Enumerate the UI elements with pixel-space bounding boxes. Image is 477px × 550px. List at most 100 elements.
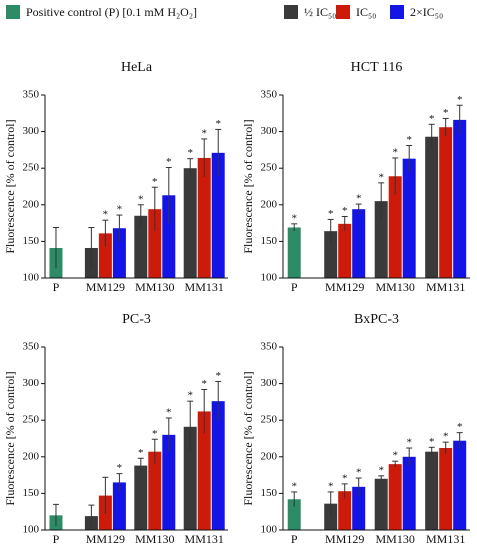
significance-star: * — [152, 176, 158, 188]
bar — [148, 209, 162, 278]
bar — [134, 215, 148, 278]
y-tick-label: 350 — [23, 89, 40, 101]
bar — [425, 136, 439, 278]
bar — [352, 209, 366, 278]
bar — [197, 411, 211, 530]
x-tick-label: P — [53, 532, 60, 546]
x-tick-label: P — [53, 280, 60, 294]
bar — [402, 456, 416, 530]
x-tick-label: MM129 — [325, 280, 364, 294]
y-tick-label: 200 — [23, 198, 40, 210]
significance-star: * — [187, 147, 193, 159]
significance-star: * — [342, 472, 348, 484]
significance-star: * — [215, 118, 221, 130]
y-tick-label: 350 — [23, 341, 40, 353]
significance-star: * — [291, 480, 297, 492]
significance-star: * — [457, 421, 463, 433]
significance-star: * — [378, 171, 384, 183]
chart-title: BxPC-3 — [354, 312, 399, 327]
significance-star: * — [378, 464, 384, 476]
significance-star: * — [103, 209, 109, 221]
significance-star: * — [138, 193, 144, 205]
x-tick-label: P — [291, 280, 298, 294]
y-tick-label: 250 — [23, 162, 40, 174]
bar — [439, 448, 453, 530]
x-tick-label: MM130 — [135, 532, 174, 546]
y-tick-label: 150 — [23, 235, 40, 247]
significance-star: * — [342, 205, 348, 217]
x-tick-label: MM131 — [185, 280, 224, 294]
bar — [211, 152, 225, 278]
y-tick-label: 300 — [261, 125, 278, 137]
bar — [98, 233, 112, 278]
x-tick-label: MM129 — [86, 280, 125, 294]
y-tick-label: 300 — [261, 377, 278, 389]
x-tick-label: MM130 — [376, 280, 415, 294]
y-tick-label: 200 — [261, 450, 278, 462]
bar — [338, 491, 352, 530]
y-tick-label: 200 — [23, 450, 40, 462]
x-tick-label: MM131 — [185, 532, 224, 546]
legend-label: Positive control (P) [0.1 mM H₂O₂] — [26, 5, 197, 19]
y-tick-label: 150 — [261, 235, 278, 247]
legend-label: IC₅₀ — [356, 5, 376, 19]
significance-star: * — [429, 113, 435, 125]
bar — [439, 127, 453, 278]
x-tick-label: MM131 — [426, 532, 465, 546]
bar — [338, 223, 352, 278]
bar — [183, 426, 197, 530]
significance-star: * — [187, 390, 193, 402]
y-tick-label: 150 — [261, 487, 278, 499]
bar — [287, 227, 301, 278]
bar — [352, 486, 366, 530]
significance-star: * — [356, 193, 362, 205]
chart-title: HeLa — [121, 60, 153, 75]
y-tick-label: 250 — [23, 414, 40, 426]
bar — [162, 195, 176, 278]
y-tick-label: 250 — [261, 414, 278, 426]
significance-star: * — [117, 462, 123, 474]
bar — [402, 158, 416, 278]
y-axis-label: Fluorescence [% of control] — [3, 119, 17, 253]
y-tick-label: 100 — [261, 272, 278, 284]
x-tick-label: MM130 — [135, 280, 174, 294]
bar — [425, 451, 439, 530]
significance-star: * — [429, 436, 435, 448]
significance-star: * — [328, 208, 334, 220]
y-tick-label: 100 — [261, 524, 278, 536]
bar — [211, 401, 225, 530]
bar — [374, 201, 388, 278]
x-tick-label: MM131 — [426, 280, 465, 294]
significance-star: * — [166, 156, 172, 168]
y-tick-label: 350 — [261, 89, 278, 101]
y-axis-label: Fluorescence [% of control] — [3, 371, 17, 505]
legend-swatch — [390, 5, 404, 19]
significance-star: * — [392, 146, 398, 158]
bar — [197, 157, 211, 278]
bar — [287, 499, 301, 530]
bar — [324, 503, 338, 530]
significance-star: * — [201, 127, 207, 139]
significance-star: * — [443, 107, 449, 119]
x-tick-label: MM129 — [86, 532, 125, 546]
bar — [112, 228, 126, 278]
bar — [148, 451, 162, 530]
significance-star: * — [152, 428, 158, 440]
chart-title: PC-3 — [122, 312, 151, 327]
y-tick-label: 250 — [261, 162, 278, 174]
significance-star: * — [201, 378, 207, 390]
y-axis-label: Fluorescence [% of control] — [241, 371, 255, 505]
significance-star: * — [215, 370, 221, 382]
y-tick-label: 150 — [23, 487, 40, 499]
bar — [374, 478, 388, 530]
legend-swatch — [6, 5, 20, 19]
y-axis-label: Fluorescence [% of control] — [241, 119, 255, 253]
bar — [134, 465, 148, 530]
significance-star: * — [356, 467, 362, 479]
bar — [183, 168, 197, 278]
chart-title: HCT 116 — [351, 60, 403, 75]
significance-star: * — [138, 447, 144, 459]
bar — [453, 440, 467, 530]
y-tick-label: 100 — [23, 272, 40, 284]
